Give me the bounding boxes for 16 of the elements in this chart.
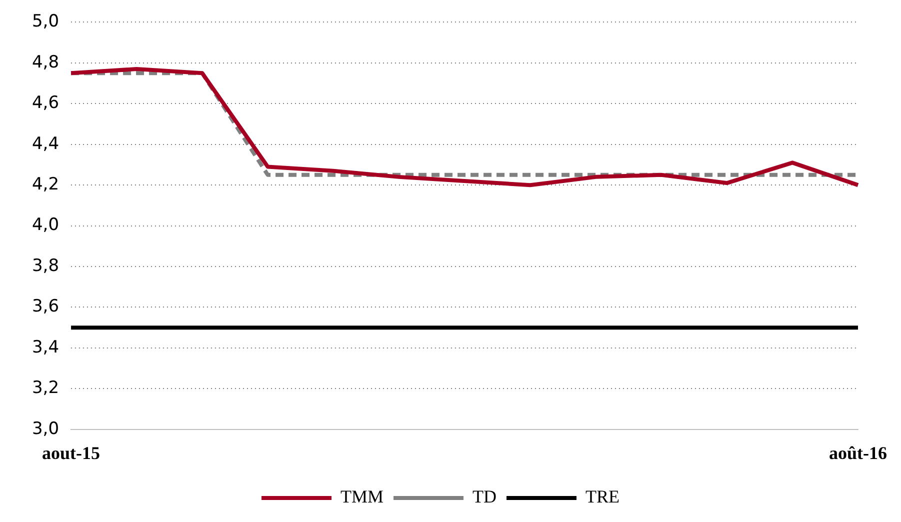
legend-label: TD (472, 486, 497, 507)
x-tick-label: août-16 (829, 442, 887, 463)
y-tick-label: 4,2 (32, 174, 60, 194)
y-tick-label: 3,2 (32, 378, 60, 398)
y-tick-label: 3,4 (32, 337, 60, 358)
legend-label: TRE (586, 486, 620, 507)
y-tick-label: 3,0 (32, 418, 60, 439)
y-tick-label: 5,0 (32, 12, 60, 32)
y-tick-label: 4,0 (32, 215, 60, 236)
y-tick-label: 4,8 (32, 52, 60, 72)
y-tick-label: 4,4 (32, 134, 60, 154)
y-tick-label: 3,8 (32, 256, 60, 276)
y-tick-label: 4,6 (32, 93, 60, 114)
y-tick-label: 3,6 (32, 296, 60, 317)
legend-label: TMM (340, 486, 384, 507)
x-tick-label: aout-15 (42, 442, 100, 463)
